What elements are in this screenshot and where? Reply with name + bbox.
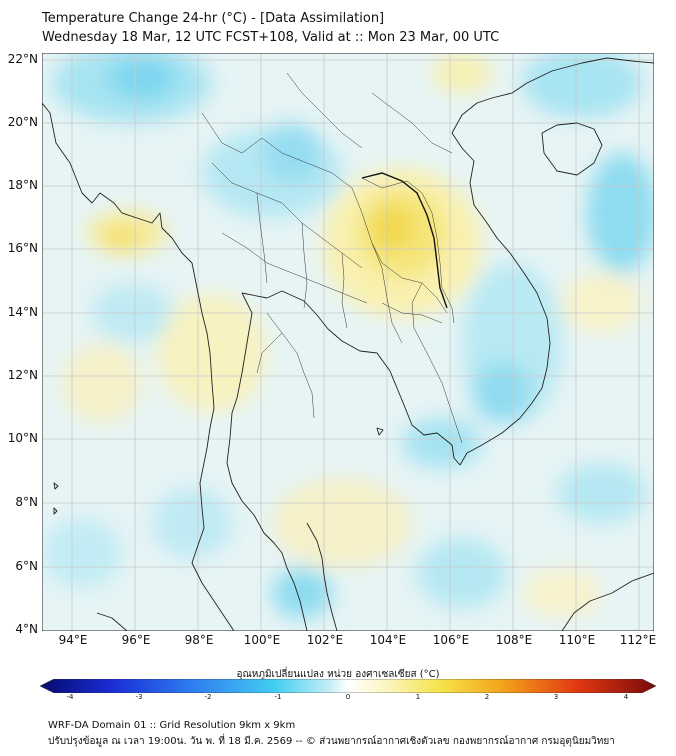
lon-label: 102°E	[306, 633, 344, 647]
colorbar-tick: 4	[623, 693, 629, 701]
admin-boundaries	[201, 72, 463, 444]
lat-label: 14°N	[7, 305, 38, 319]
lon-label: 100°E	[243, 633, 281, 647]
map-subtitle: Wednesday 18 Mar, 12 UTC FCST+108, Valid…	[42, 30, 500, 45]
lon-label: 104°E	[369, 633, 407, 647]
lat-label: 16°N	[7, 241, 38, 255]
colorbar-tick: 3	[553, 693, 559, 701]
lon-label: 94°E	[58, 633, 88, 647]
graticule	[42, 53, 654, 631]
colorbar-tick: -4	[66, 693, 74, 701]
coastlines	[42, 57, 654, 631]
footer-model-info: WRF-DA Domain 01 :: Grid Resolution 9km …	[48, 720, 296, 731]
lat-label: 4°N	[15, 622, 38, 636]
colorbar-tick: 2	[484, 693, 490, 701]
lat-label: 12°N	[7, 368, 38, 382]
footer-credit: ปรับปรุงข้อมูล ณ เวลา 19:00น. วัน พ. ที่…	[48, 736, 615, 747]
lat-label: 6°N	[15, 559, 38, 573]
lon-label: 110°E	[558, 633, 596, 647]
lat-label: 8°N	[15, 495, 38, 509]
colorbar-tick: -3	[135, 693, 143, 701]
colorbar-tick: -2	[204, 693, 212, 701]
lat-label: 18°N	[7, 178, 38, 192]
temperature-change-map	[42, 53, 654, 631]
lon-label: 106°E	[432, 633, 470, 647]
lon-label: 112°E	[619, 633, 657, 647]
colorbar-title: อุณหภูมิเปลี่ยนแปลง หน่วย องศาเซลเซียส (…	[236, 669, 440, 680]
lat-label: 20°N	[7, 115, 38, 129]
lat-label: 22°N	[7, 52, 38, 66]
map-panel	[42, 53, 654, 631]
lon-label: 98°E	[184, 633, 214, 647]
lat-label: 10°N	[7, 431, 38, 445]
lon-label: 96°E	[121, 633, 151, 647]
lon-label: 108°E	[495, 633, 533, 647]
national-border	[361, 172, 448, 309]
colorbar-tick: -1	[274, 693, 282, 701]
colorbar-tick: 0	[345, 693, 351, 701]
map-title: Temperature Change 24-hr (°C) - [Data As…	[42, 11, 385, 26]
colorbar	[40, 679, 656, 693]
colorbar-tick: 1	[415, 693, 421, 701]
